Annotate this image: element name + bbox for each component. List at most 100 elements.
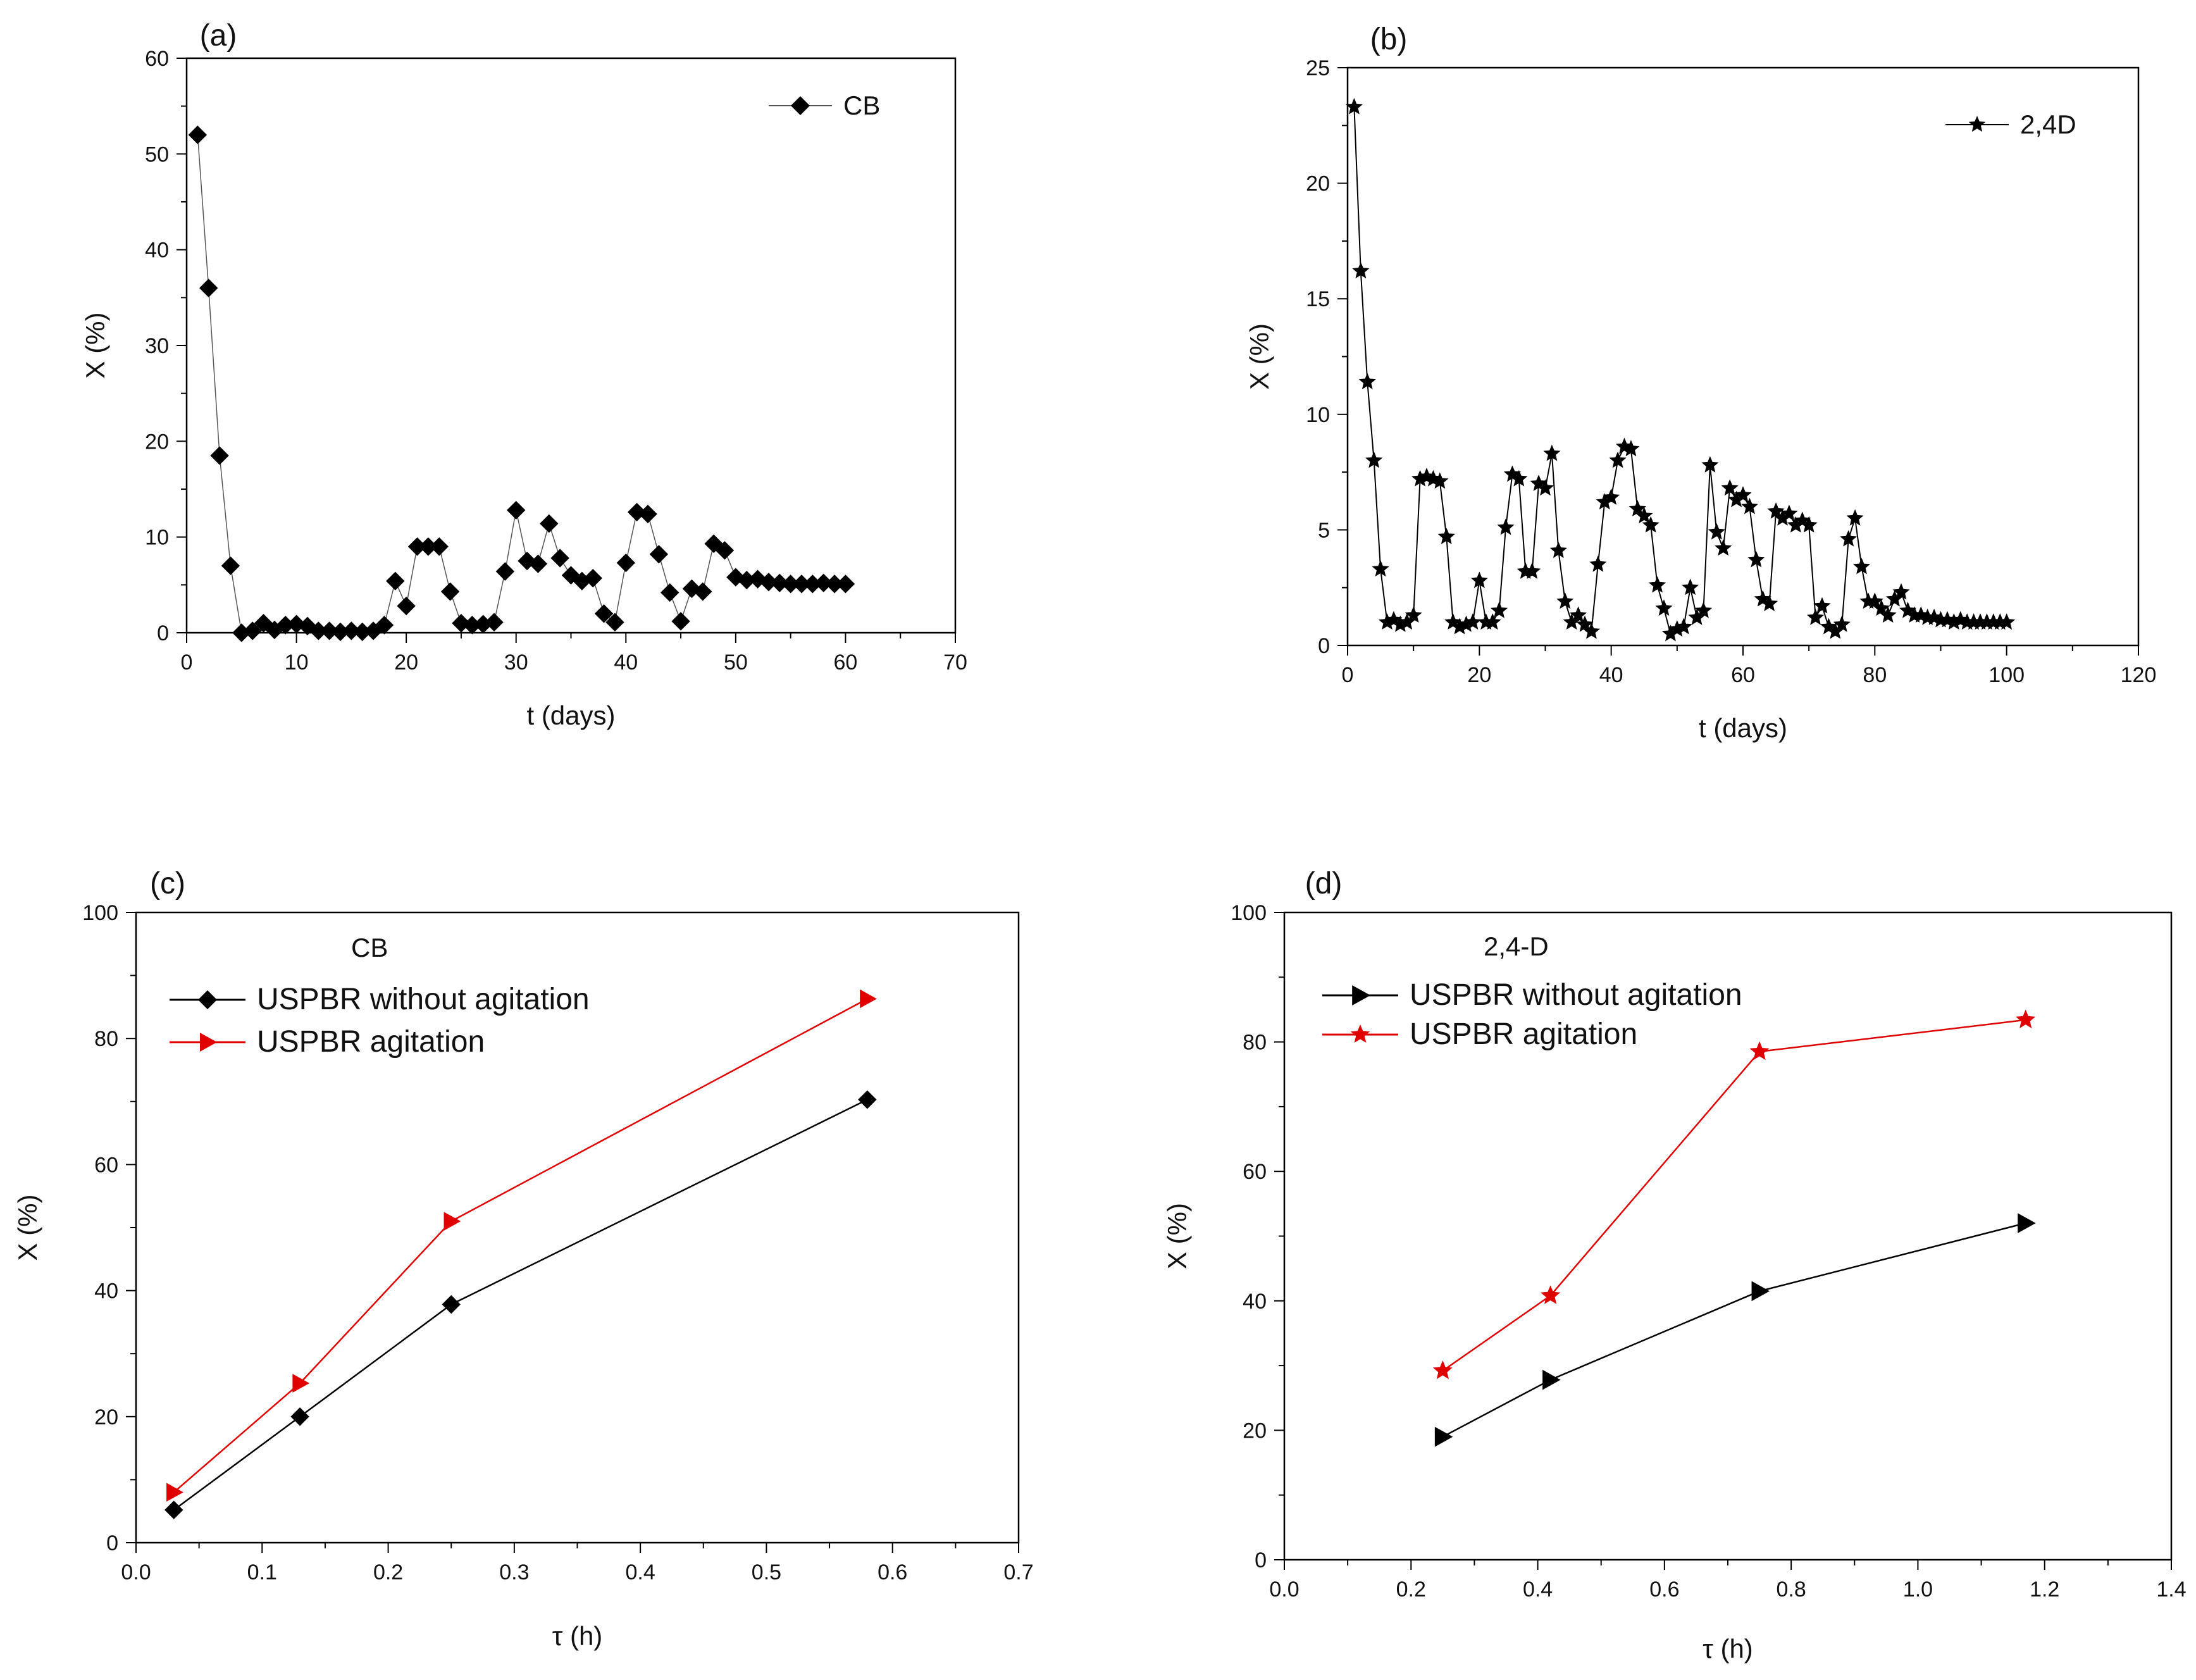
x-tick-label: 30 bbox=[504, 650, 528, 675]
data-point bbox=[430, 537, 449, 556]
chart-panel-b: 0 20 40 60 80 100 120 0 5 10 15 20 25 t (days) X (%) (b… bbox=[1244, 23, 2156, 743]
data-point bbox=[1642, 516, 1659, 533]
legend-label: USPBR without agitation bbox=[257, 983, 590, 1016]
data-point bbox=[1800, 516, 1818, 533]
data-point bbox=[298, 616, 317, 636]
y-tick-label: 0 bbox=[106, 1531, 118, 1555]
data-point bbox=[693, 582, 712, 601]
data-point bbox=[1694, 601, 1713, 618]
y-tick-label: 20 bbox=[145, 430, 169, 454]
data-point bbox=[594, 604, 614, 623]
data-point bbox=[836, 575, 855, 594]
data-point bbox=[1852, 557, 1871, 575]
y-axis-label: X (%) bbox=[80, 313, 110, 379]
data-point bbox=[583, 569, 602, 588]
data-point bbox=[1345, 97, 1363, 115]
x-tick-label: 60 bbox=[1731, 663, 1755, 687]
data-point bbox=[2016, 1009, 2036, 1029]
x-tick-label: 60 bbox=[834, 650, 858, 675]
y-tick-label: 100 bbox=[1231, 901, 1267, 925]
data-point bbox=[2018, 1213, 2036, 1233]
x-tick-label: 0.8 bbox=[1777, 1577, 1806, 1602]
data-point bbox=[1846, 509, 1864, 526]
x-tick-label: 1.0 bbox=[1903, 1577, 1933, 1602]
data-point bbox=[1998, 613, 2016, 630]
data-point bbox=[1873, 599, 1890, 616]
x-axis-label: t (days) bbox=[1699, 713, 1787, 743]
legend-marker bbox=[1352, 985, 1370, 1005]
data-point bbox=[1609, 451, 1627, 468]
data-point bbox=[1603, 488, 1620, 505]
data-point bbox=[1484, 613, 1501, 630]
legend-marker bbox=[1968, 116, 1986, 132]
data-point bbox=[1840, 530, 1858, 547]
x-tick-label: 20 bbox=[394, 650, 418, 675]
data-point bbox=[1708, 523, 1725, 540]
data-point bbox=[858, 1090, 877, 1109]
data-point bbox=[1628, 500, 1646, 517]
data-point bbox=[1747, 551, 1765, 568]
series-1 bbox=[1434, 1213, 2036, 1447]
legend-label: CB bbox=[843, 90, 880, 120]
data-point bbox=[444, 1212, 461, 1231]
data-point bbox=[1721, 479, 1739, 496]
panel-label: (b) bbox=[1370, 23, 1408, 56]
x-tick-label: 0.3 bbox=[499, 1560, 529, 1584]
x-tick-label: 70 bbox=[943, 650, 967, 675]
data-point bbox=[1767, 502, 1785, 519]
legend-marker bbox=[198, 990, 217, 1009]
data-point bbox=[221, 556, 240, 575]
data-point bbox=[1576, 615, 1594, 632]
y-tick-label: 40 bbox=[1243, 1290, 1267, 1314]
data-point bbox=[1541, 1285, 1561, 1304]
data-point bbox=[616, 553, 635, 573]
data-point bbox=[290, 1407, 309, 1426]
data-point bbox=[1866, 592, 1883, 609]
chart-panel-c: 0.0 0.1 0.2 0.3 0.4 0.5 0.6 0.7 0 20 40 60 80 100 τ (h… bbox=[13, 867, 1034, 1651]
data-point bbox=[638, 504, 657, 524]
data-point bbox=[1352, 262, 1370, 278]
data-point bbox=[1740, 497, 1759, 514]
data-point bbox=[1523, 562, 1541, 579]
data-point bbox=[1749, 1041, 1770, 1061]
data-point bbox=[1655, 599, 1673, 616]
x-tick-label: 120 bbox=[2121, 663, 2157, 687]
data-point bbox=[243, 621, 262, 640]
data-point bbox=[1833, 615, 1851, 632]
data-point bbox=[540, 514, 559, 533]
panel-label: (d) bbox=[1305, 867, 1343, 900]
data-point bbox=[375, 616, 394, 635]
x-tick-label: 0.4 bbox=[1523, 1577, 1553, 1602]
x-tick-label: 1.4 bbox=[2156, 1577, 2186, 1602]
y-tick-label: 60 bbox=[145, 47, 169, 71]
data-point bbox=[386, 571, 405, 590]
x-tick-label: 40 bbox=[1599, 663, 1623, 687]
legend: CB USPBR without agitation USPBR agitation bbox=[170, 933, 590, 1059]
data-point bbox=[1761, 595, 1778, 611]
data-point bbox=[292, 1374, 310, 1393]
data-point bbox=[1751, 1281, 1770, 1302]
data-point bbox=[1589, 555, 1607, 572]
data-point bbox=[715, 541, 735, 560]
data-point bbox=[1432, 1360, 1453, 1379]
data-point bbox=[1372, 560, 1389, 577]
x-tick-label: 0 bbox=[1342, 663, 1354, 687]
y-tick-label: 30 bbox=[145, 334, 169, 358]
x-tick-label: 0.7 bbox=[1003, 1560, 1033, 1584]
data-point bbox=[164, 1500, 183, 1519]
x-tick-label: 0 bbox=[181, 650, 193, 675]
data-point bbox=[649, 545, 669, 564]
x-tick-label: 0.0 bbox=[1269, 1577, 1299, 1602]
x-axis-label: t (days) bbox=[526, 700, 615, 730]
data-point bbox=[1490, 601, 1508, 618]
series-1 bbox=[188, 125, 855, 642]
legend: CB bbox=[769, 90, 880, 120]
data-point bbox=[452, 614, 471, 633]
data-point bbox=[1715, 539, 1732, 556]
x-tick-label: 50 bbox=[724, 650, 748, 675]
x-tick-label: 0.1 bbox=[247, 1560, 277, 1584]
data-point bbox=[1365, 451, 1383, 468]
data-point bbox=[671, 612, 690, 631]
data-point bbox=[254, 614, 273, 633]
data-point bbox=[1635, 507, 1653, 524]
